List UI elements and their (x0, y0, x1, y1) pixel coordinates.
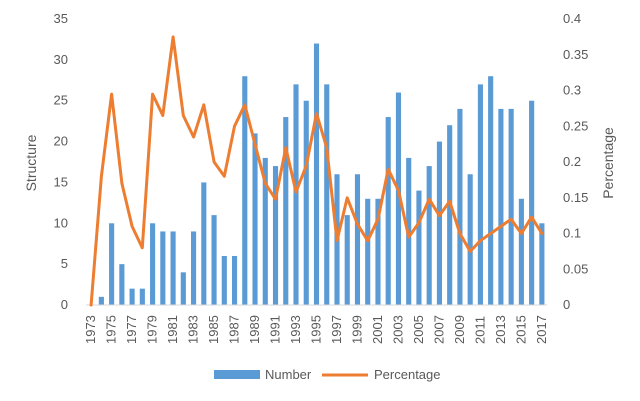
x-tick-label: 2005 (411, 315, 426, 344)
number-bar (539, 223, 545, 305)
x-tick-label: 1991 (268, 315, 283, 344)
y2-tick-label: 0.35 (563, 47, 588, 62)
number-bar (477, 84, 483, 305)
number-bar (231, 255, 238, 305)
number-bar (508, 108, 514, 305)
number-bar (498, 108, 504, 305)
number-bar (139, 288, 145, 305)
y2-tick-label: 0 (563, 297, 570, 312)
number-bar (180, 272, 186, 305)
x-tick-label: 1999 (349, 315, 364, 344)
y2-tick-label: 0.25 (563, 118, 588, 133)
y2-tick-label: 0.15 (563, 190, 588, 205)
y2-axis-title: Percentage (600, 127, 616, 199)
x-tick-label: 1997 (329, 315, 344, 344)
legend-number-swatch (214, 370, 260, 379)
legend-percentage-label: Percentage (374, 367, 441, 382)
x-tick-label: 2011 (472, 316, 487, 344)
number-bar (416, 190, 422, 305)
number-bar (395, 92, 402, 306)
number-bar (303, 100, 309, 305)
number-bar (529, 100, 535, 305)
number-bar (385, 117, 391, 305)
y-tick-label: 5 (61, 256, 68, 271)
x-tick-label: 1993 (288, 315, 303, 344)
y2-tick-label: 0.05 (563, 261, 588, 276)
number-bar (365, 198, 371, 305)
x-tick-label: 1977 (124, 315, 139, 344)
x-tick-label: 2013 (493, 315, 508, 344)
number-bar (324, 84, 330, 305)
x-tick-label: 2017 (534, 315, 549, 344)
y-tick-label: 30 (54, 52, 68, 67)
number-bar (242, 76, 248, 305)
x-tick-label: 2009 (452, 315, 467, 344)
number-bar (119, 264, 125, 305)
number-bar (447, 125, 453, 305)
number-bar (283, 117, 289, 305)
number-bar (436, 141, 442, 305)
number-bar (375, 198, 381, 305)
number-bar (109, 223, 115, 305)
number-bar (426, 166, 432, 305)
number-bar (201, 182, 207, 305)
legend: Number Percentage (214, 367, 441, 382)
x-tick-label: 2015 (513, 315, 528, 344)
x-tick-label: 2003 (390, 315, 405, 344)
right-axis-ticks: 0 0.05 0.1 0.15 0.2 0.25 0.3 0.35 0.4 (563, 11, 588, 312)
number-bar (344, 215, 350, 305)
y2-tick-label: 0.1 (563, 226, 581, 241)
x-tick-label: 1981 (165, 315, 180, 344)
number-bar (191, 231, 197, 305)
y-tick-label: 20 (54, 134, 68, 149)
x-tick-label: 1985 (206, 315, 221, 344)
number-bar (457, 108, 463, 305)
x-tick-label: 1995 (309, 315, 324, 344)
number-bar (518, 198, 524, 305)
number-bar (354, 174, 361, 305)
number-bar (252, 133, 258, 305)
number-bar (160, 231, 166, 305)
x-tick-label: 1987 (227, 315, 242, 344)
number-bar (150, 223, 156, 305)
x-tick-label: 1973 (83, 315, 98, 344)
number-bar (467, 174, 473, 305)
percentage-line (89, 35, 544, 307)
x-tick-label: 1989 (247, 315, 262, 344)
number-bar (211, 215, 217, 305)
number-bar (221, 255, 227, 305)
number-bar (293, 84, 299, 305)
legend-number-label: Number (265, 367, 312, 382)
y-axis-title: Structure (23, 134, 39, 191)
x-tick-label: 1975 (104, 315, 119, 344)
x-tick-label: 1983 (186, 315, 201, 344)
y-tick-label: 10 (54, 215, 68, 230)
number-bar (262, 157, 268, 305)
number-bar (313, 43, 320, 306)
y2-tick-label: 0.3 (563, 83, 581, 98)
number-bar (272, 166, 279, 305)
y-tick-label: 25 (54, 93, 68, 108)
number-bar (170, 231, 176, 305)
x-tick-label: 2007 (431, 315, 446, 344)
y-tick-label: 15 (54, 174, 68, 189)
y-tick-label: 35 (54, 11, 68, 26)
y2-tick-label: 0.4 (563, 11, 581, 26)
x-tick-label: 2001 (370, 315, 385, 344)
number-bar (98, 296, 104, 305)
y-tick-label: 0 (61, 297, 68, 312)
x-axis-ticks: 1973 1975 1977 1979 1981 1983 1985 1987 1989 1991… (83, 315, 549, 344)
number-bar (129, 288, 135, 305)
left-axis-ticks: 0 5 10 15 20 25 30 35 (54, 11, 68, 312)
y2-tick-label: 0.2 (563, 154, 581, 169)
x-tick-label: 1979 (145, 315, 160, 344)
number-bar (488, 76, 494, 305)
